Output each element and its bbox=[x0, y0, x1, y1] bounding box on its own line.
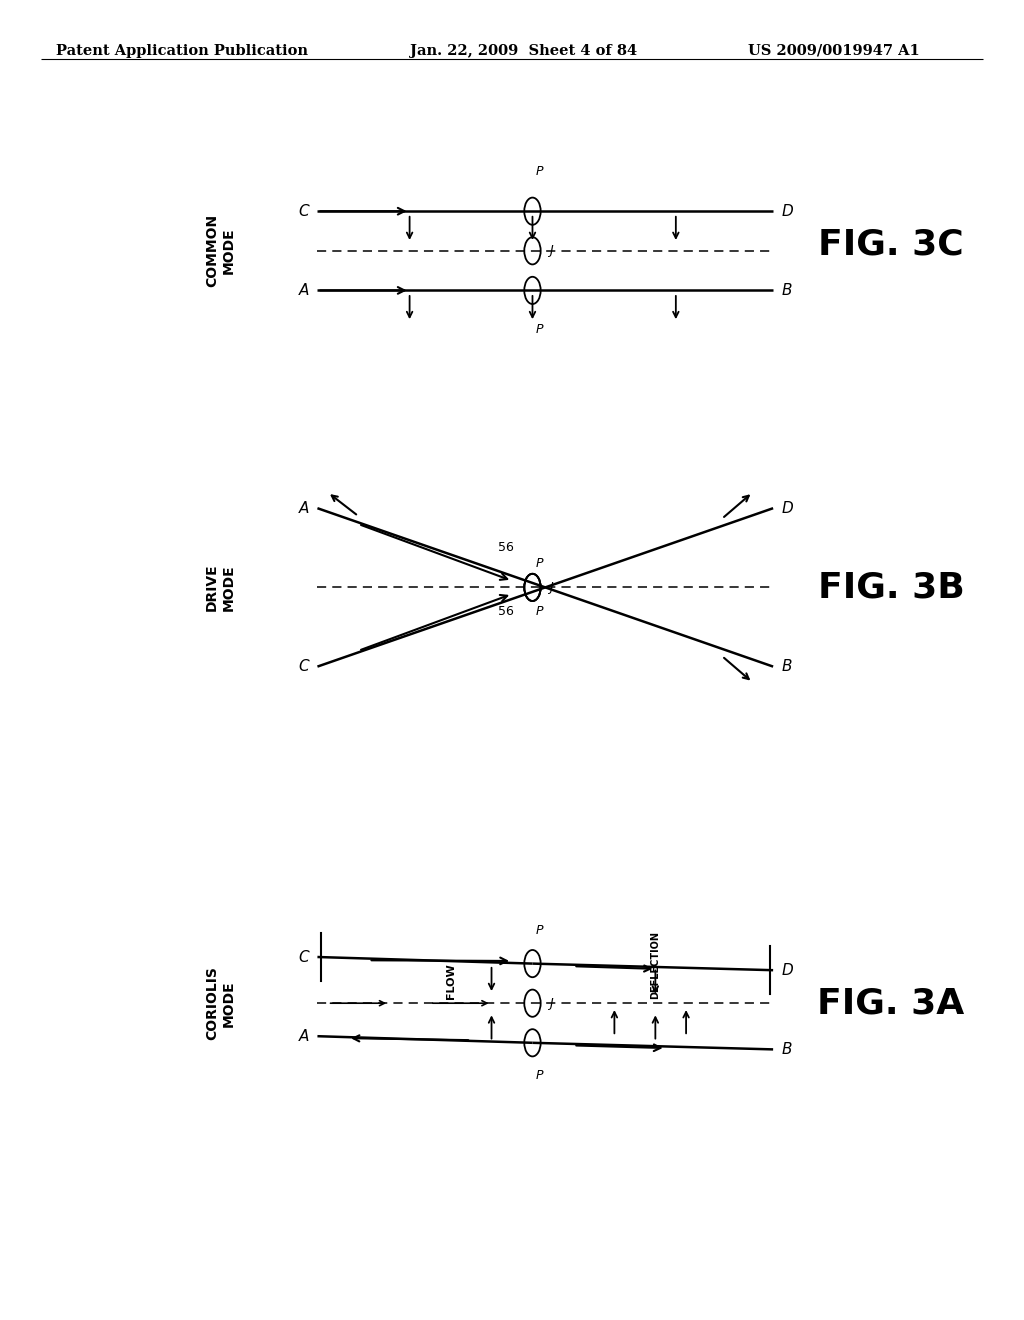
Text: Jan. 22, 2009  Sheet 4 of 84: Jan. 22, 2009 Sheet 4 of 84 bbox=[410, 44, 637, 58]
Text: P: P bbox=[536, 323, 543, 337]
Text: US 2009/0019947 A1: US 2009/0019947 A1 bbox=[748, 44, 920, 58]
Text: P: P bbox=[536, 557, 543, 570]
Text: COMMON
MODE: COMMON MODE bbox=[205, 214, 236, 288]
Text: D: D bbox=[781, 500, 793, 516]
Text: J: J bbox=[549, 244, 553, 257]
Text: J: J bbox=[549, 581, 553, 594]
Text: FIG. 3A: FIG. 3A bbox=[817, 986, 965, 1020]
Text: FLOW: FLOW bbox=[445, 964, 456, 999]
Text: B: B bbox=[781, 282, 792, 298]
Text: CORIOLIS
MODE: CORIOLIS MODE bbox=[205, 966, 236, 1040]
Text: DEFLECTION: DEFLECTION bbox=[650, 931, 660, 999]
Text: B: B bbox=[781, 659, 792, 675]
Text: P: P bbox=[536, 165, 543, 178]
Text: B: B bbox=[781, 1041, 792, 1057]
Text: 56: 56 bbox=[498, 605, 514, 618]
Text: Patent Application Publication: Patent Application Publication bbox=[56, 44, 308, 58]
Text: C: C bbox=[299, 659, 309, 675]
Text: A: A bbox=[299, 1028, 309, 1044]
Text: A: A bbox=[299, 282, 309, 298]
Text: FIG. 3C: FIG. 3C bbox=[818, 227, 964, 261]
Text: 56: 56 bbox=[498, 541, 514, 554]
Text: P: P bbox=[536, 1069, 543, 1082]
Text: P: P bbox=[536, 924, 543, 937]
Text: C: C bbox=[299, 203, 309, 219]
Text: C: C bbox=[299, 949, 309, 965]
Text: J: J bbox=[549, 997, 553, 1010]
Text: A: A bbox=[299, 500, 309, 516]
Text: FIG. 3B: FIG. 3B bbox=[817, 570, 965, 605]
Text: DRIVE
MODE: DRIVE MODE bbox=[205, 564, 236, 611]
Text: D: D bbox=[781, 962, 793, 978]
Text: D: D bbox=[781, 203, 793, 219]
Text: P: P bbox=[536, 605, 543, 618]
